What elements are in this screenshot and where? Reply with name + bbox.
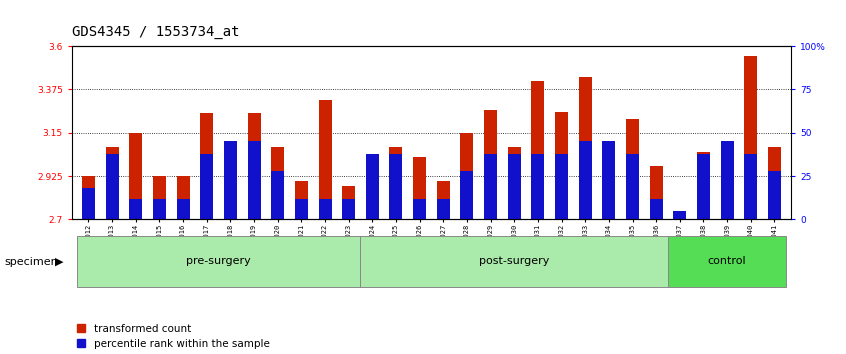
Bar	[626, 119, 639, 219]
Bar	[437, 181, 450, 219]
Bar	[153, 199, 166, 219]
Bar	[460, 133, 474, 219]
Bar	[272, 147, 284, 219]
Bar	[106, 147, 118, 219]
Bar	[602, 142, 615, 219]
Bar	[129, 199, 142, 219]
Bar	[508, 147, 521, 219]
Bar	[460, 171, 474, 219]
Text: control: control	[708, 256, 746, 266]
Text: pre-surgery: pre-surgery	[186, 256, 251, 266]
Bar	[82, 188, 95, 219]
Bar	[673, 211, 686, 219]
Bar	[318, 100, 332, 219]
Bar	[413, 199, 426, 219]
Bar	[768, 171, 781, 219]
Bar	[579, 77, 591, 219]
Bar	[82, 176, 95, 219]
Text: ▶: ▶	[55, 257, 63, 267]
Bar	[177, 176, 190, 219]
Bar	[177, 199, 190, 219]
Bar	[721, 147, 733, 219]
Bar	[508, 154, 521, 219]
Bar	[365, 157, 379, 219]
Bar	[389, 154, 403, 219]
Bar	[555, 154, 568, 219]
Bar	[318, 199, 332, 219]
Bar	[106, 154, 118, 219]
Bar	[744, 154, 757, 219]
Bar	[531, 154, 545, 219]
Bar	[389, 147, 403, 219]
Bar	[650, 166, 662, 219]
Bar	[602, 142, 615, 219]
Bar	[201, 114, 213, 219]
Bar	[224, 147, 237, 219]
Bar	[650, 199, 662, 219]
Bar	[744, 56, 757, 219]
Bar	[248, 142, 261, 219]
Text: specimen: specimen	[4, 257, 58, 267]
Bar	[697, 154, 710, 219]
Text: GDS4345 / 1553734_at: GDS4345 / 1553734_at	[72, 25, 239, 39]
Bar	[224, 142, 237, 219]
Text: post-surgery: post-surgery	[479, 256, 549, 266]
Bar	[365, 154, 379, 219]
Bar	[555, 112, 568, 219]
Legend: transformed count, percentile rank within the sample: transformed count, percentile rank withi…	[77, 324, 270, 349]
Bar	[342, 199, 355, 219]
Bar	[153, 176, 166, 219]
Bar	[721, 142, 733, 219]
Bar	[697, 152, 710, 219]
Bar	[295, 199, 308, 219]
FancyBboxPatch shape	[360, 236, 668, 287]
Bar	[531, 81, 545, 219]
Bar	[413, 157, 426, 219]
Bar	[437, 199, 450, 219]
Bar	[295, 181, 308, 219]
FancyBboxPatch shape	[668, 236, 786, 287]
Bar	[129, 133, 142, 219]
Bar	[768, 147, 781, 219]
Bar	[342, 186, 355, 219]
Bar	[201, 154, 213, 219]
Bar	[579, 142, 591, 219]
Bar	[272, 171, 284, 219]
FancyBboxPatch shape	[77, 236, 360, 287]
Bar	[484, 110, 497, 219]
Bar	[248, 114, 261, 219]
Bar	[626, 154, 639, 219]
Bar	[484, 154, 497, 219]
Bar	[673, 218, 686, 219]
